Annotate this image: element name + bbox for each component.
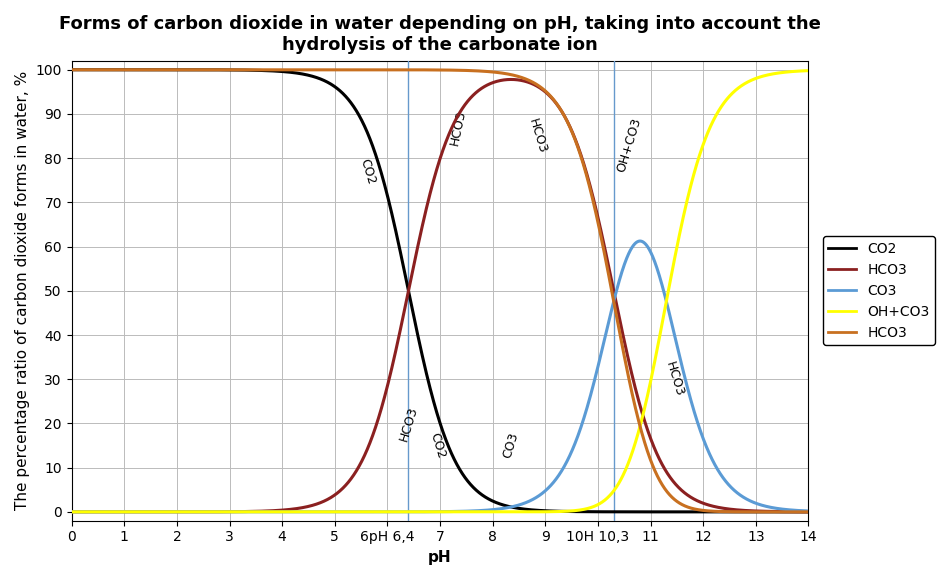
Title: Forms of carbon dioxide in water depending on pH, taking into account the
hydrol: Forms of carbon dioxide in water dependi… (59, 15, 821, 54)
Legend: CO2, HCO3, CO3, OH+CO3, HCO3: CO2, HCO3, CO3, OH+CO3, HCO3 (823, 237, 935, 345)
Text: HCO3: HCO3 (526, 117, 549, 155)
Text: CO2: CO2 (357, 157, 377, 186)
Text: CO2: CO2 (428, 431, 447, 460)
Text: HCO3: HCO3 (663, 360, 686, 398)
Text: HCO3: HCO3 (448, 108, 468, 146)
X-axis label: pH: pH (428, 550, 452, 565)
Y-axis label: The percentage ratio of carbon dioxide forms in water, %: The percentage ratio of carbon dioxide f… (15, 71, 30, 510)
Text: OH+CO3: OH+CO3 (615, 116, 644, 174)
Text: HCO3: HCO3 (397, 404, 420, 443)
Text: CO3: CO3 (501, 431, 522, 460)
